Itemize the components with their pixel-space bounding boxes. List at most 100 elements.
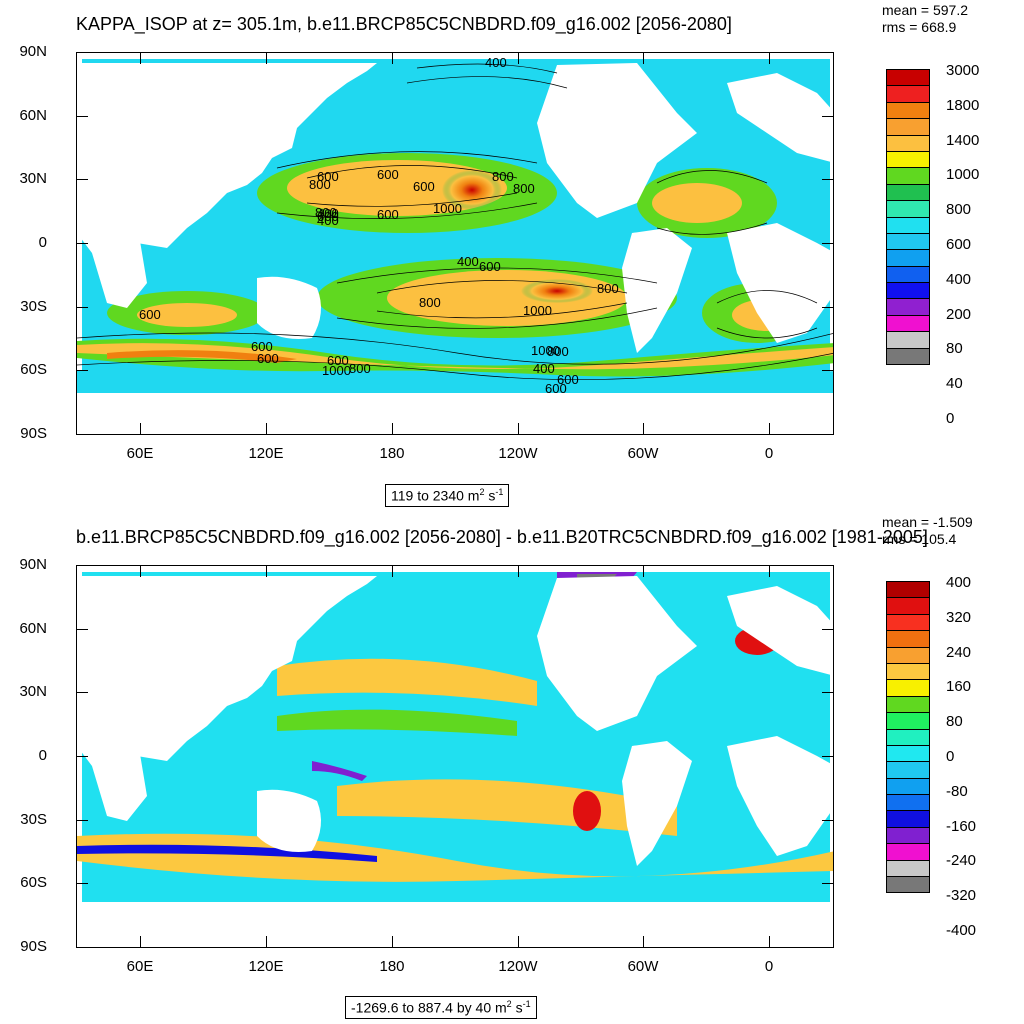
australia [257,789,321,852]
lon-tick [518,565,519,577]
top-range-sup: 2 [479,487,485,497]
lon-label: 60E [126,445,154,462]
top-range-tail: s [484,487,496,504]
colorbar-label: -320 [946,887,977,905]
so-anomaly-yellow [77,833,833,882]
contour-label: 800 [597,281,619,296]
lat-label: 0 [38,234,47,251]
contour-label: 600 [327,353,349,368]
colorbar-label: 1400 [946,131,980,149]
lon-label: 0 [764,958,774,975]
colorbar-swatch [886,134,930,152]
lat-tick [76,947,88,948]
lat-label: 90N [19,43,47,60]
contour-label: 800 [513,181,535,196]
lon-label: 180 [379,445,405,462]
lon-tick [392,423,393,435]
lat-tick [822,628,834,630]
lat-tick [822,565,834,566]
colorbar-swatch [886,646,930,664]
colorbar-swatch [886,761,930,779]
colorbar-swatch [886,810,930,828]
colorbar-label: 320 [946,608,972,626]
lat-tick [822,243,834,244]
colorbar-swatch [886,876,930,894]
lat-tick [76,434,88,435]
bottom-range-tail: s [511,999,523,1016]
colorbar-swatch [886,728,930,746]
lon-tick [643,423,644,435]
lat-tick [822,115,834,117]
contour-lines [77,63,833,380]
sp-hotspot [521,279,593,303]
lon-tick [392,936,393,948]
lat-tick [76,628,88,630]
contour-label: 800 [315,205,337,220]
np-anomaly-green [277,709,517,736]
antarctica [77,389,833,434]
lon-label: 0 [764,445,774,462]
bottom-range-box: -1269.6 to 887.4 by 40 m2 s-1 [345,996,537,1019]
np-anomaly-yellow [277,658,537,706]
lon-tick [518,423,519,435]
colorbar-label: 400 [946,574,972,591]
lon-label: 180 [379,958,405,975]
lon-label: 60W [627,445,659,462]
lon-tick [266,565,267,577]
contour-label: 600 [139,307,161,322]
lat-label: 30S [20,297,47,315]
colorbar-label: 800 [946,201,972,219]
contour-label: 1000 [531,343,560,358]
africa-west [727,223,833,343]
lat-label: 30N [19,170,47,188]
top-range-box: 119 to 2340 m2 s-1 [385,484,510,507]
lat-tick [822,883,834,885]
colorbar-label: 80 [946,713,963,731]
colorbar-label: 1800 [946,96,980,114]
lon-tick [266,936,267,948]
contour-label: 600 [545,381,567,396]
lat-tick [76,565,88,566]
north-america [537,63,697,218]
bottom-map-plot [76,565,834,948]
colorbar-label: -240 [946,852,977,870]
bottom-rms: rms = 105.4 [882,531,957,547]
colorbar-label: -80 [946,782,968,800]
lat-tick [822,819,834,821]
contour-label: 600 [377,167,399,182]
lon-tick [140,565,141,577]
bottom-stats: mean = -1.509 rms = 105.4 [882,514,973,548]
colorbar-swatch [886,298,930,316]
lat-tick [76,370,88,372]
lon-label: 60W [627,958,659,975]
na-gyre-yellow [652,183,742,223]
lon-label: 120E [248,958,284,975]
io-gyre-yellow [137,303,237,327]
colorbar-label: 3000 [946,62,980,79]
colorbar-swatch [886,662,930,681]
colorbar-label: 240 [946,643,972,661]
eurasia [77,572,377,761]
colorbar-swatch [886,712,930,730]
contour-label: 600 [377,207,399,222]
lon-label: 60E [126,958,154,975]
colorbar-label: 600 [946,236,972,253]
top-range-text: 119 to 2340 m [391,487,480,504]
contour-label: 1000 [322,363,351,378]
bottom-range-text: -1269.6 to 887.4 by 40 m [351,999,507,1016]
lat-label: 60N [19,106,47,124]
lat-tick [822,306,834,308]
lon-label: 120W [498,445,538,462]
contour-label: 800 [309,177,331,192]
colorbar-label: 0 [946,410,955,427]
lon-tick [140,52,141,64]
greenland-europe [727,586,833,676]
lat-tick [76,819,88,821]
colorbar-label: 0 [946,748,955,765]
colorbar-swatch [886,282,930,300]
colorbar-label: 160 [946,678,972,696]
lat-tick [822,179,834,181]
lat-tick [76,756,88,757]
colorbar-swatch [886,265,930,284]
lon-tick [266,423,267,435]
